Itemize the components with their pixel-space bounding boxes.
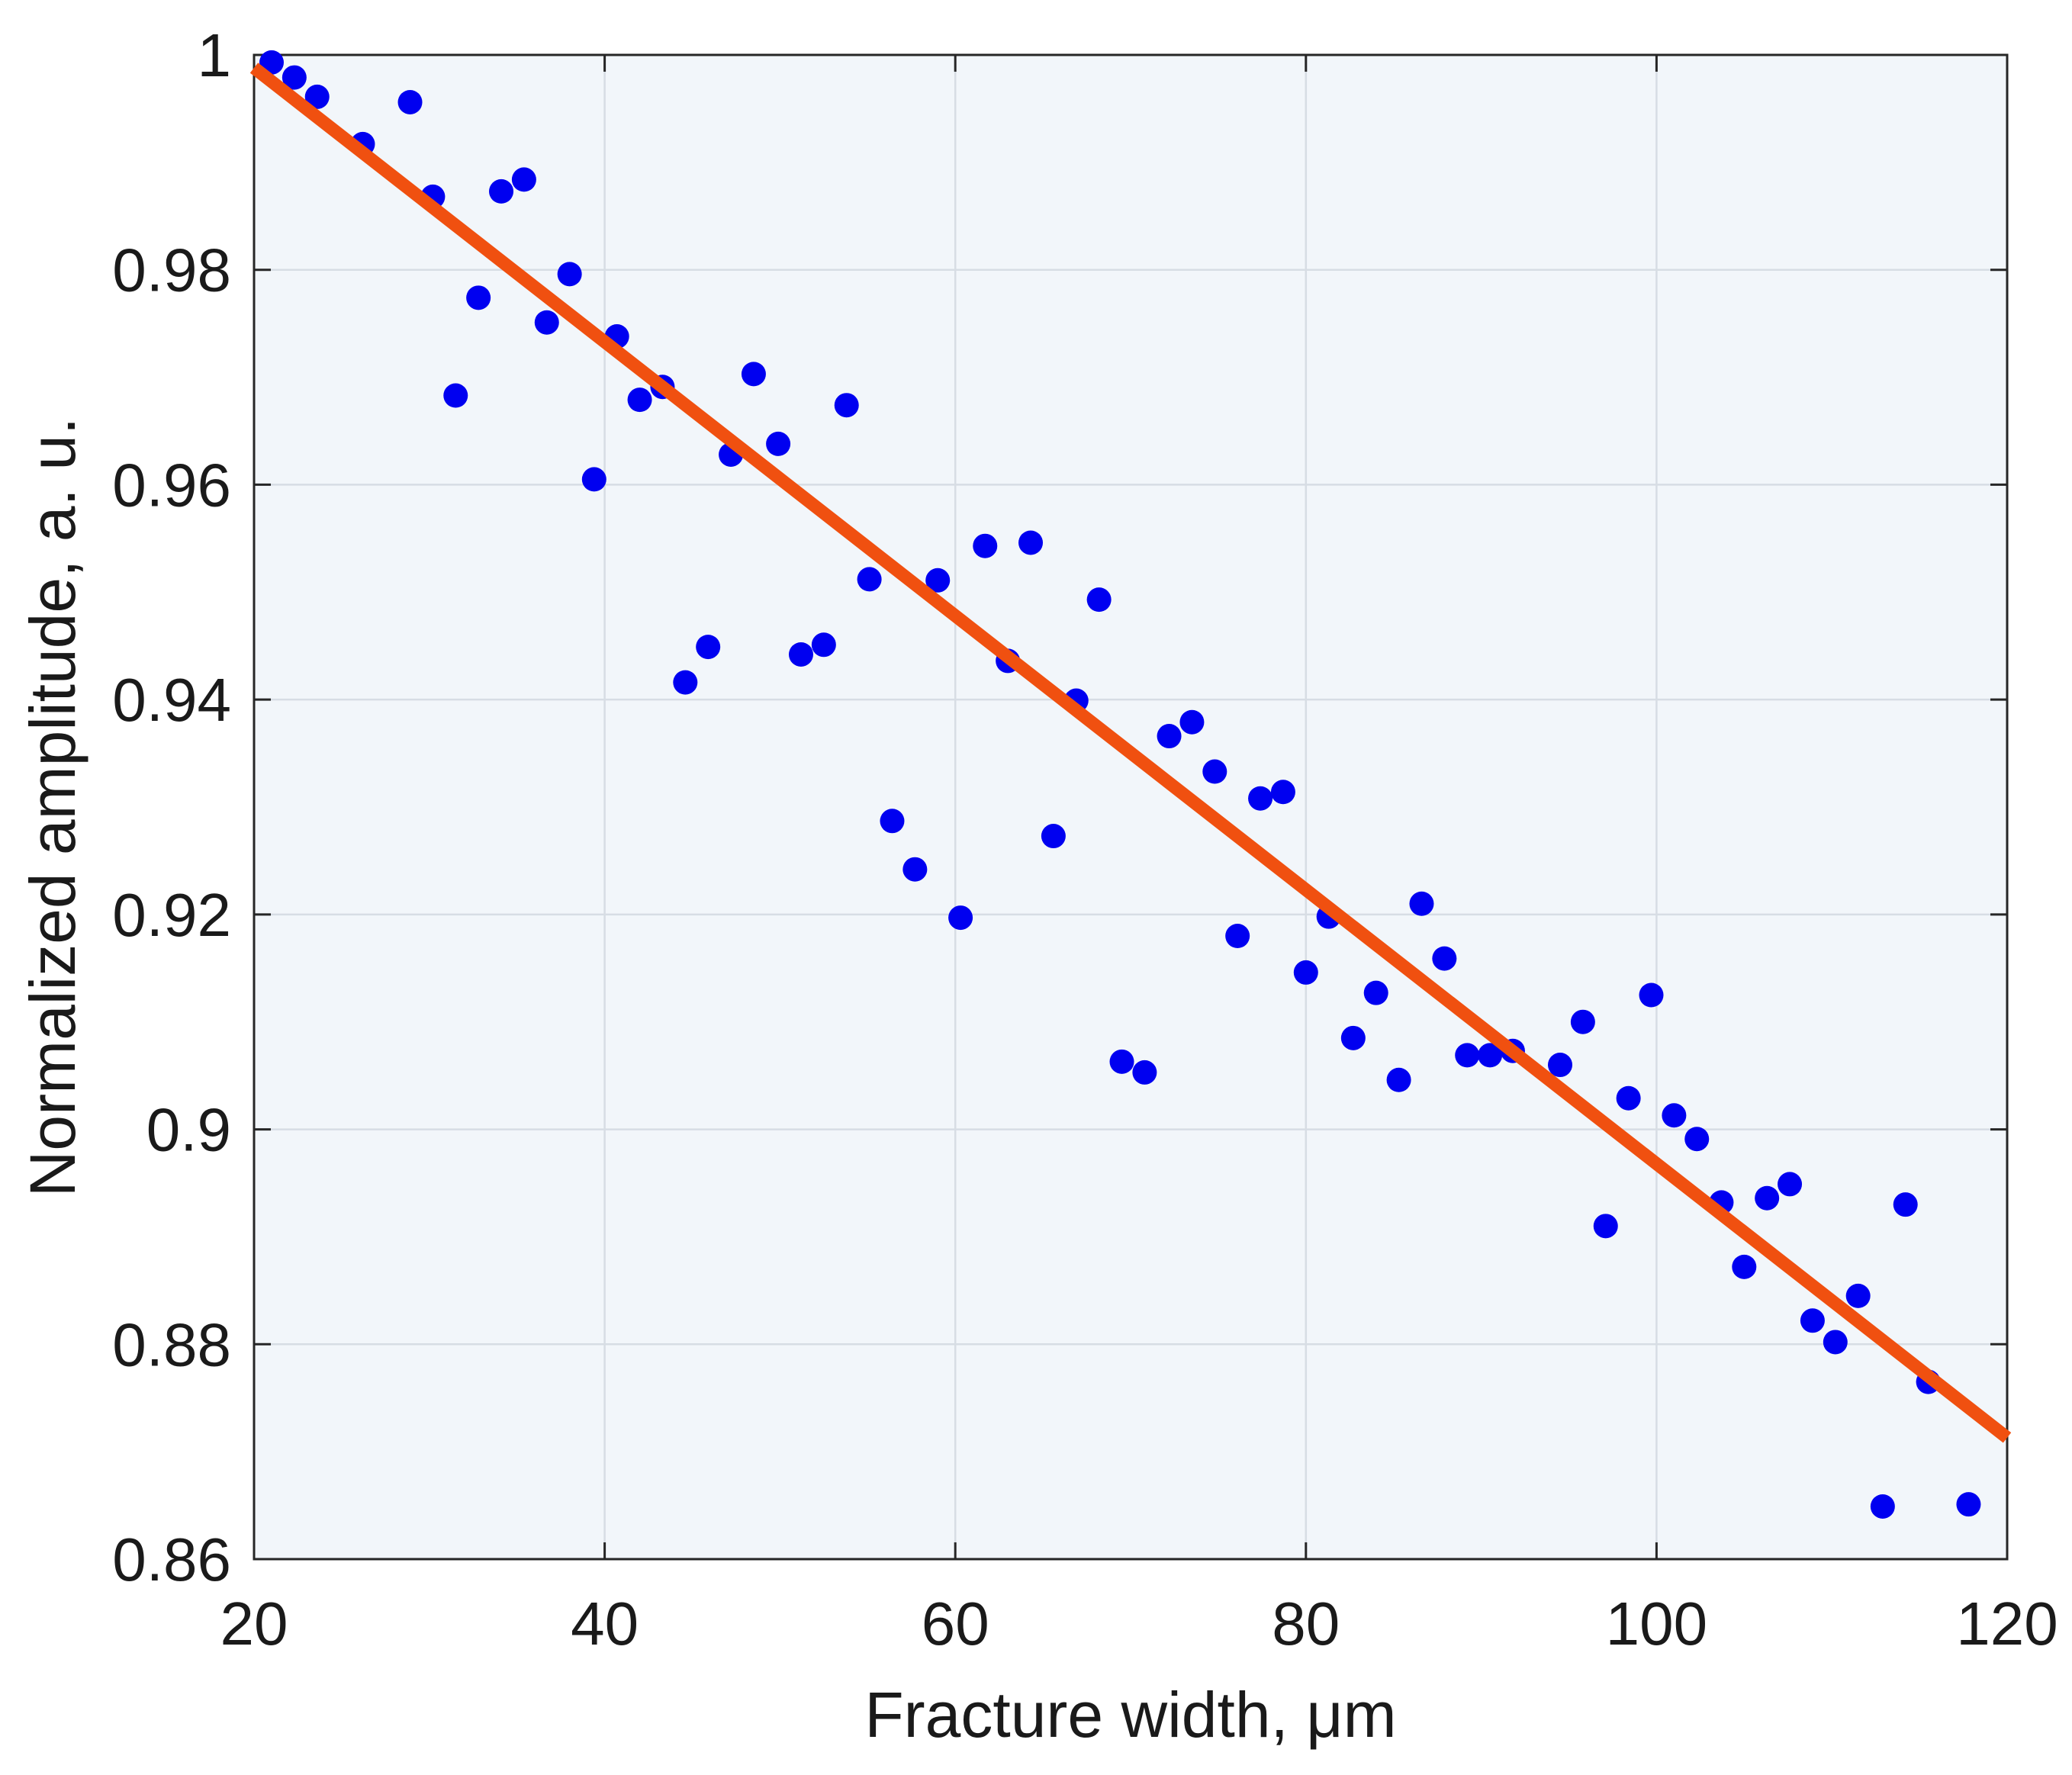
data-point [1823,1330,1848,1355]
data-point [1202,759,1227,784]
data-point [1409,891,1434,916]
data-point [1363,980,1388,1005]
y-tick-label: 0.98 [112,236,231,304]
plot-frame [253,53,2009,1561]
data-point [443,383,468,408]
y-tick-label: 0.92 [112,881,231,949]
data-point [1041,824,1066,849]
x-axis-title: Fracture width, μm [864,1679,1396,1751]
data-point [489,178,514,204]
data-point [948,905,973,931]
x-tick-label: 60 [922,1590,989,1658]
data-point [581,467,606,492]
data-point [1732,1254,1757,1279]
y-tick-label: 0.9 [146,1096,231,1164]
data-point [304,84,330,109]
data-point [534,310,559,335]
data-point [1132,1060,1157,1085]
data-point [1109,1049,1134,1074]
data-point [1248,786,1273,811]
data-point [1386,1067,1411,1092]
data-point [1293,960,1318,985]
data-point [1570,1009,1595,1034]
data-point [1455,1043,1480,1068]
tick-labels: 20 40 60 80 100 120 0.86 0.88 0.9 0.92 0.94 0.96 0.9… [112,21,2058,1658]
x-tick-label: 40 [571,1590,639,1658]
data-point [1548,1053,1573,1078]
data-point [1340,1025,1366,1050]
data-point [1593,1214,1618,1239]
data-point [466,285,491,310]
y-tick-label: 0.88 [112,1310,231,1378]
data-point [1684,1127,1710,1152]
data-point [1845,1283,1871,1308]
data-point [925,568,951,593]
y-tick-label: 0.86 [112,1526,231,1593]
y-tick-label: 1 [198,21,232,89]
data-point [627,387,652,413]
data-point [788,642,813,667]
data-point [766,431,791,456]
x-tick-label: 100 [1606,1590,1707,1658]
y-tick-label: 0.96 [112,451,231,519]
data-point [1778,1172,1803,1197]
data-point [1893,1192,1918,1217]
data-point [1800,1308,1825,1333]
data-point [880,809,905,834]
data-point [673,670,698,695]
data-point [741,362,766,387]
data-point [1179,709,1205,735]
data-point [1616,1085,1641,1111]
data-point [397,89,423,114]
y-tick-label: 0.94 [112,666,231,734]
fit-line [249,63,2012,1443]
data-point [1225,924,1250,949]
data-point [282,65,307,90]
data-point [1639,982,1664,1008]
data-point [1755,1185,1780,1211]
data-point [1478,1043,1503,1068]
data-point [557,262,582,287]
data-point [811,632,836,658]
data-point [902,857,928,882]
x-tick-label: 120 [1956,1590,2058,1658]
data-point [1432,946,1457,971]
data-point [1018,530,1044,555]
data-point [1870,1494,1895,1519]
data-point [696,635,721,660]
data-point [1956,1492,1981,1517]
plot-area [254,55,2007,1559]
data-point [1270,780,1295,805]
data-point [511,167,536,192]
x-tick-label: 80 [1272,1590,1340,1658]
data-point [1157,724,1182,749]
grid-lines [254,55,2007,1559]
data-point [973,533,998,558]
data-point [1662,1103,1687,1128]
data-point [834,393,859,418]
data-point [1086,587,1112,613]
y-axis-title: Normalized amplitude, a. u. [17,417,88,1197]
data-point [857,567,882,592]
x-tick-label: 20 [220,1590,288,1658]
